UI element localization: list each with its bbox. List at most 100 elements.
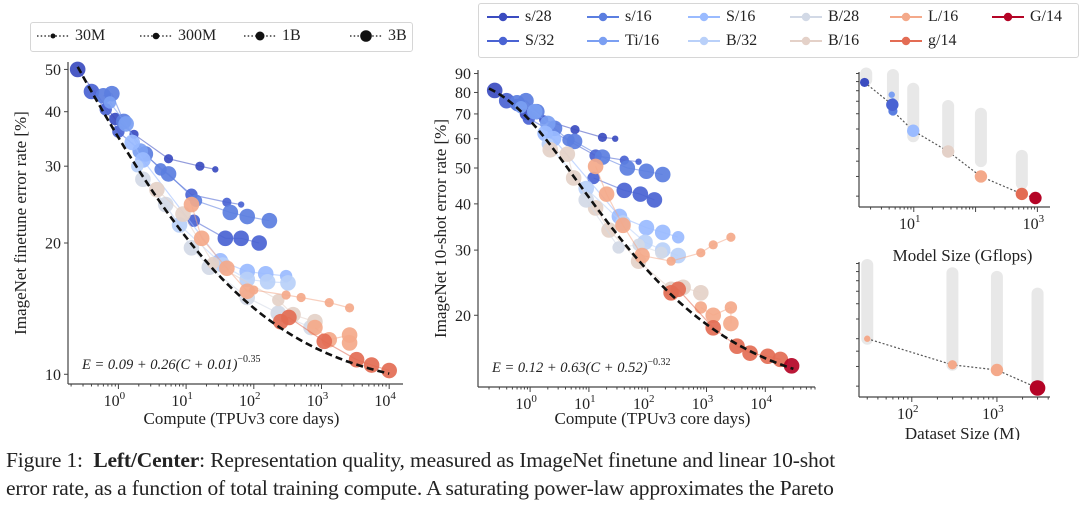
data-point	[341, 335, 358, 351]
legend-marker-icon	[587, 12, 619, 22]
frontier-point	[990, 363, 1004, 377]
data-point	[587, 158, 604, 175]
data-point	[654, 224, 671, 241]
model-legend: s/28 S/32 s/16 Ti/16 S/16 B/32 B/28 B/16 L/16 g/1…	[478, 3, 1079, 58]
data-point	[638, 219, 655, 236]
data-point	[348, 351, 365, 368]
data-point	[601, 222, 617, 238]
data-point	[160, 166, 177, 182]
frontier-point	[1029, 380, 1046, 396]
series-line	[670, 252, 701, 262]
model-legend-label: s/28	[525, 8, 552, 25]
caption-line-1: Figure 1: Left/Center: Representation qu…	[6, 446, 1076, 474]
frontier-point	[886, 98, 899, 111]
model-legend-item: S/16	[686, 8, 755, 26]
data-point	[616, 182, 633, 199]
series-line	[528, 118, 596, 157]
size-legend-label: 3B	[388, 27, 407, 44]
data-point	[542, 141, 559, 158]
series-line	[585, 188, 624, 224]
legend-marker-icon	[140, 32, 172, 40]
data-point	[259, 273, 276, 290]
caption-prefix: Figure 1:	[6, 448, 83, 472]
data-point	[212, 166, 219, 173]
series-Ti-16	[103, 96, 149, 159]
model-legend-label: B/32	[726, 32, 758, 49]
legend-marker-icon	[688, 36, 720, 46]
legend-marker-icon	[890, 36, 922, 46]
frontier-point	[859, 77, 870, 88]
fit-equation: E = 0.09 + 0.26(C + 0.01)−0.35	[81, 354, 261, 373]
model-legend-label: S/16	[726, 8, 756, 25]
background-point-column	[974, 107, 987, 168]
data-point	[261, 212, 278, 229]
x-tick-label: 103	[1023, 213, 1045, 233]
data-point	[638, 163, 655, 180]
legend-marker-icon	[37, 33, 69, 39]
x-tick-label: 104	[751, 393, 773, 413]
data-point	[239, 271, 256, 288]
x-tick-exponent: 0	[120, 390, 126, 402]
data-point	[578, 180, 595, 197]
x-tick-label: 103	[982, 403, 1004, 423]
data-point	[526, 103, 543, 120]
frontier-point	[1029, 191, 1042, 205]
data-point	[251, 235, 267, 251]
data-point	[783, 358, 800, 374]
background-point-column	[990, 270, 1003, 376]
model-legend-item: G/14	[990, 8, 1062, 26]
x-tick-exponent: 3	[1039, 213, 1045, 225]
data-point	[157, 196, 174, 213]
frontier-point	[1015, 187, 1029, 201]
data-point	[219, 260, 235, 277]
data-point	[632, 186, 649, 202]
data-point	[296, 292, 306, 303]
frontier-point	[888, 91, 895, 98]
data-point	[587, 171, 600, 185]
data-point	[272, 293, 285, 307]
x-tick-exponent: 2	[649, 393, 655, 405]
caption-line-2: error rate, as a function of total train…	[6, 476, 834, 500]
size-legend-label: 1B	[282, 27, 301, 44]
legend-marker-icon	[890, 12, 922, 22]
data-point	[217, 230, 234, 247]
data-point	[195, 161, 205, 171]
series-line	[253, 289, 287, 296]
y-axis-label: ImageNet finetune error rate [%]	[11, 111, 30, 335]
series-line	[677, 288, 714, 329]
data-point	[615, 217, 631, 234]
data-point	[281, 290, 291, 300]
size-legend-item: 300M	[138, 27, 216, 45]
background-point-column	[946, 267, 959, 371]
data-point	[237, 201, 245, 208]
caption-bold: Left/Center	[93, 448, 200, 472]
series-line	[168, 158, 201, 167]
legend-marker-icon	[790, 36, 822, 46]
model-legend-item: L/16	[888, 8, 958, 26]
x-tick-exponent: 1	[590, 393, 596, 405]
legend-marker-icon	[992, 12, 1024, 22]
fit-exponent: −0.32	[647, 357, 670, 368]
y-tick-label: 80	[455, 85, 471, 102]
legend-marker-icon	[487, 12, 519, 22]
data-point	[708, 240, 718, 250]
model-legend-item: s/16	[585, 8, 652, 26]
data-point	[724, 301, 738, 314]
x-tick-label: 103	[307, 390, 329, 410]
series-line	[585, 199, 620, 248]
x-tick-label: 102	[897, 403, 919, 423]
data-point	[654, 166, 671, 183]
x-tick-label: 102	[239, 390, 261, 410]
data-point	[124, 134, 141, 151]
data-point	[193, 230, 210, 247]
data-point	[598, 186, 615, 202]
data-point	[222, 197, 232, 207]
y-tick-label: 20	[45, 235, 61, 252]
y-tick-label: 60	[455, 131, 471, 148]
series-line	[301, 296, 330, 304]
data-point	[693, 285, 709, 301]
data-point	[281, 309, 297, 326]
